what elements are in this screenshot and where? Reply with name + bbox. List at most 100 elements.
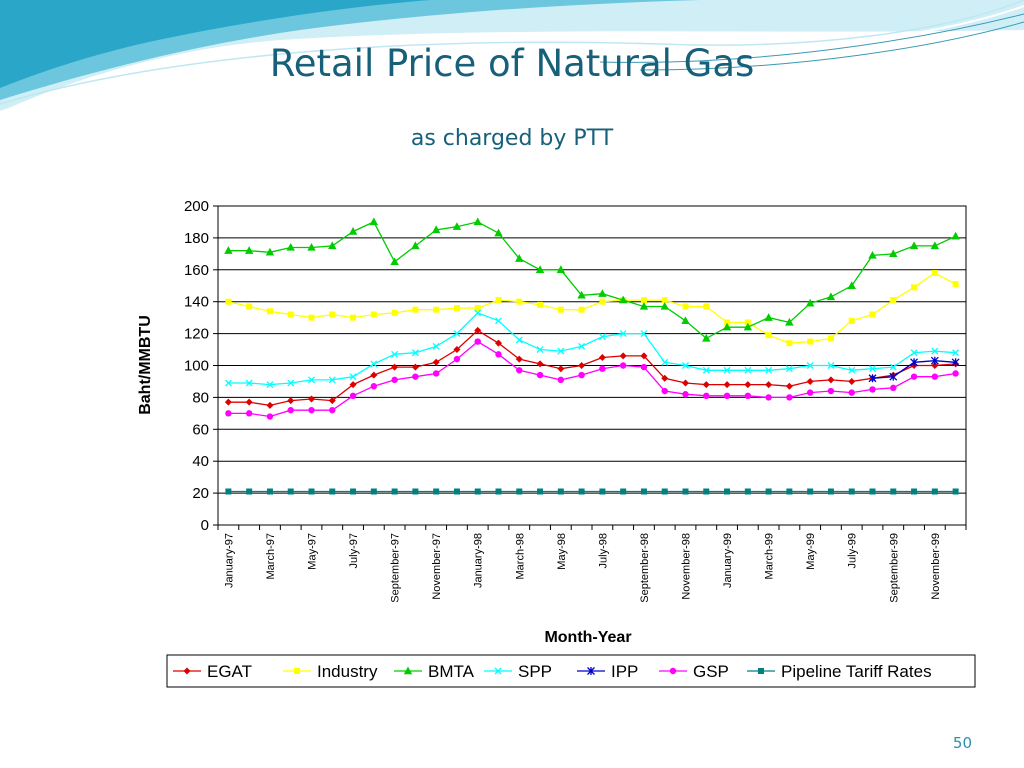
data-point-egat (598, 354, 606, 362)
data-point-industry (640, 297, 647, 304)
y-tick-label: 40 (192, 453, 209, 470)
legend-label: SPP (518, 662, 552, 681)
data-point-industry (350, 314, 357, 321)
data-point-egat (848, 377, 856, 385)
data-point-bmta (951, 231, 960, 240)
x-tick-label: March-97 (265, 533, 277, 579)
y-tick-label: 120 (184, 326, 209, 343)
data-point-gsp (640, 363, 648, 371)
legend-marker (403, 666, 413, 675)
data-point-bmta (328, 241, 337, 250)
data-point-egat (702, 381, 710, 389)
data-point-spp (765, 366, 773, 374)
data-point-egat (308, 395, 315, 403)
legend-item-bmta: BMTA (394, 662, 475, 681)
data-point-gsp (266, 413, 274, 420)
data-point-gsp (661, 387, 668, 395)
series-line-industry (228, 272, 956, 344)
data-point-spp (557, 347, 565, 355)
data-point-egat (557, 365, 565, 373)
data-point-spp (806, 362, 814, 369)
data-point-spp (702, 366, 710, 374)
data-point-bmta (681, 316, 690, 325)
data-point-industry (765, 332, 772, 339)
data-point-spp (287, 379, 295, 387)
data-point-spp (432, 342, 440, 350)
legend-marker (758, 668, 764, 674)
x-tick-label: November-97 (431, 533, 443, 600)
data-point-bmta (348, 227, 358, 235)
data-point-spp (744, 366, 752, 374)
data-point-bmta (224, 246, 233, 254)
data-point-bmta (431, 225, 441, 234)
data-point-pipeline-tariff-rates (266, 488, 273, 495)
data-point-pipeline-tariff-rates (287, 488, 294, 495)
y-tick-label: 160 (184, 262, 209, 279)
y-tick-label: 20 (192, 485, 209, 502)
data-point-spp (952, 349, 960, 357)
legend-item-industry: Industry (283, 662, 378, 681)
data-point-spp (848, 366, 856, 374)
data-point-pipeline-tariff-rates (827, 488, 834, 495)
data-point-bmta (909, 241, 919, 250)
data-point-egat (328, 397, 336, 405)
data-point-spp (910, 349, 918, 357)
chart-gridlines (218, 205, 966, 526)
data-point-spp (495, 317, 502, 325)
data-point-industry (827, 335, 834, 342)
y-tick-label: 140 (184, 294, 209, 311)
data-point-bmta (577, 290, 586, 299)
data-point-industry (391, 309, 398, 316)
y-tick-label: 180 (184, 230, 209, 247)
data-point-gsp (453, 355, 461, 363)
series-line-spp (228, 312, 956, 386)
data-point-pipeline-tariff-rates (744, 488, 751, 495)
legend-label: EGAT (207, 662, 252, 681)
y-tick-label: 0 (201, 517, 209, 534)
slide-header-decoration (0, 0, 1024, 113)
line-chart: 0 20 40 60 80 100 120 140 160 180 200 January-97 Ma… (137, 198, 976, 688)
data-point-pipeline-tariff-rates (578, 488, 585, 495)
data-point-bmta (618, 295, 628, 304)
data-point-industry (848, 317, 855, 324)
data-point-gsp (827, 387, 835, 395)
data-point-egat (474, 326, 482, 334)
data-point-bmta (764, 313, 773, 321)
data-point-pipeline-tariff-rates (537, 488, 544, 495)
x-tick-label: May-98 (556, 533, 568, 570)
data-point-spp (578, 342, 586, 350)
legend-label: Pipeline Tariff Rates (781, 662, 932, 681)
data-point-spp (349, 373, 357, 381)
data-point-pipeline-tariff-rates (807, 488, 814, 495)
data-point-bmta (244, 246, 254, 254)
data-point-industry (433, 306, 440, 313)
x-tick-label: July-99 (847, 533, 859, 568)
y-axis-title: Baht/MMBTU (137, 315, 154, 415)
data-point-egat (765, 381, 773, 389)
legend-item-pipeline-tariff-rates: Pipeline Tariff Rates (747, 662, 932, 681)
data-point-spp (328, 376, 336, 384)
series-industry (225, 269, 959, 347)
legend-marker (587, 667, 595, 675)
data-point-bmta (515, 254, 524, 262)
chart-legend: EGAT Industry BMTA SPP IPP GSP Pipeline Tariff… (166, 654, 976, 688)
data-point-bmta (805, 298, 815, 307)
data-point-gsp (308, 406, 315, 414)
data-point-bmta (494, 228, 503, 237)
data-point-spp (411, 349, 419, 357)
data-point-ipp (930, 356, 939, 365)
data-point-gsp (723, 392, 731, 400)
legend-label: GSP (693, 662, 729, 681)
x-tick-label: January-99 (722, 533, 734, 588)
data-point-pipeline-tariff-rates (412, 488, 419, 495)
data-point-industry (807, 338, 814, 345)
data-point-industry (474, 305, 481, 312)
data-point-pipeline-tariff-rates (329, 488, 336, 495)
data-point-bmta (847, 281, 856, 289)
x-tick-label: November-98 (681, 533, 693, 600)
legend-item-egat: EGAT (173, 662, 252, 681)
data-point-bmta (411, 241, 420, 250)
data-point-gsp (370, 383, 378, 390)
data-point-industry (537, 301, 544, 308)
data-point-egat (536, 360, 544, 368)
